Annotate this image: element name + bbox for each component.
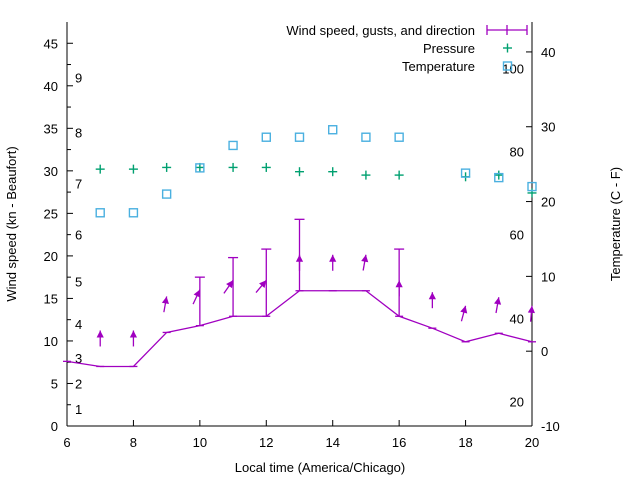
x-axis-title: Local time (America/Chicago) bbox=[235, 460, 406, 475]
wind-direction-arrow bbox=[129, 330, 138, 347]
wind-direction-arrow bbox=[460, 305, 468, 322]
x-tick-label: 8 bbox=[130, 435, 137, 450]
wind-direction-arrow bbox=[527, 305, 535, 322]
temperature-marker bbox=[328, 125, 338, 135]
beaufort-label-4: 4 bbox=[75, 317, 82, 332]
wind-direction-arrow bbox=[295, 254, 304, 271]
wind-direction-arrow bbox=[395, 280, 403, 297]
wind-direction-arrow bbox=[192, 289, 201, 305]
beaufort-label-5: 5 bbox=[75, 274, 82, 289]
temperature-marker bbox=[527, 181, 537, 192]
wind-direction-arrow bbox=[361, 254, 369, 271]
y2-tick-label: 40 bbox=[541, 45, 555, 60]
x-tick-label: 12 bbox=[259, 435, 273, 450]
wind-direction-arrow bbox=[161, 296, 169, 313]
temperature-marker bbox=[294, 132, 305, 142]
legend-label-pressure: Pressure bbox=[423, 41, 475, 56]
temperature-marker bbox=[261, 132, 271, 142]
wind-direction-arrow bbox=[223, 279, 234, 294]
temperature-marker bbox=[95, 208, 105, 218]
x-tick-label: 16 bbox=[392, 435, 406, 450]
wind-direction-arrow bbox=[494, 297, 502, 314]
x-tick-label: 20 bbox=[525, 435, 539, 450]
y-tick-label: 10 bbox=[44, 334, 58, 349]
y-tick-label: 25 bbox=[44, 206, 58, 221]
wind-direction-arrow bbox=[428, 292, 436, 309]
temperature-marker bbox=[228, 140, 238, 151]
wind-direction-arrow bbox=[96, 330, 104, 347]
beaufort-label-6: 6 bbox=[75, 228, 82, 243]
y-tick-label: 30 bbox=[44, 164, 58, 179]
beaufort-label-3: 3 bbox=[75, 351, 82, 366]
x-tick-label: 10 bbox=[193, 435, 207, 450]
y2-tick-label: 20 bbox=[541, 195, 555, 210]
y-tick-label: 45 bbox=[44, 36, 58, 51]
temperature-marker bbox=[361, 132, 371, 142]
y2-tick-label: 0 bbox=[541, 344, 548, 359]
legend-key-temperature bbox=[502, 61, 513, 71]
beaufort-label-1: 1 bbox=[75, 402, 82, 417]
y-tick-label: 0 bbox=[51, 419, 58, 434]
y-tick-label: 40 bbox=[44, 79, 58, 94]
temperature-marker bbox=[195, 163, 205, 173]
fahrenheit-label-60: 60 bbox=[510, 227, 524, 242]
x-tick-label: 14 bbox=[325, 435, 339, 450]
y-tick-label: 15 bbox=[44, 291, 58, 306]
y2-tick-label: 10 bbox=[541, 269, 555, 284]
y-tick-label: 5 bbox=[51, 376, 58, 391]
beaufort-label-9: 9 bbox=[75, 70, 82, 85]
wind-direction-arrow bbox=[255, 279, 267, 293]
legend-label-temperature: Temperature bbox=[402, 59, 475, 74]
beaufort-label-7: 7 bbox=[75, 177, 82, 192]
y2-tick-label: 30 bbox=[541, 120, 555, 135]
beaufort-label-2: 2 bbox=[75, 376, 82, 391]
temperature-marker bbox=[494, 172, 504, 183]
y2-axis-title: Temperature (C - F) bbox=[608, 167, 623, 281]
beaufort-label-8: 8 bbox=[75, 126, 82, 141]
legend-label-wind: Wind speed, gusts, and direction bbox=[286, 23, 475, 38]
temperature-marker bbox=[128, 208, 139, 218]
wind-speed-line bbox=[66, 290, 533, 368]
y2-tick-label: -10 bbox=[541, 419, 560, 434]
y-tick-label: 35 bbox=[44, 121, 58, 136]
fahrenheit-label-20: 20 bbox=[510, 394, 524, 409]
fahrenheit-label-80: 80 bbox=[510, 144, 524, 159]
x-tick-label: 18 bbox=[458, 435, 472, 450]
temperature-marker bbox=[394, 132, 404, 142]
y-axis-title: Wind speed (kn - Beaufort) bbox=[4, 146, 19, 301]
wind-direction-arrow bbox=[329, 254, 337, 271]
temperature-marker bbox=[460, 168, 471, 178]
fahrenheit-label-40: 40 bbox=[510, 311, 524, 326]
temperature-marker bbox=[161, 189, 172, 199]
y-tick-label: 20 bbox=[44, 249, 58, 264]
fahrenheit-label-100: 100 bbox=[502, 61, 524, 76]
x-tick-label: 6 bbox=[63, 435, 70, 450]
